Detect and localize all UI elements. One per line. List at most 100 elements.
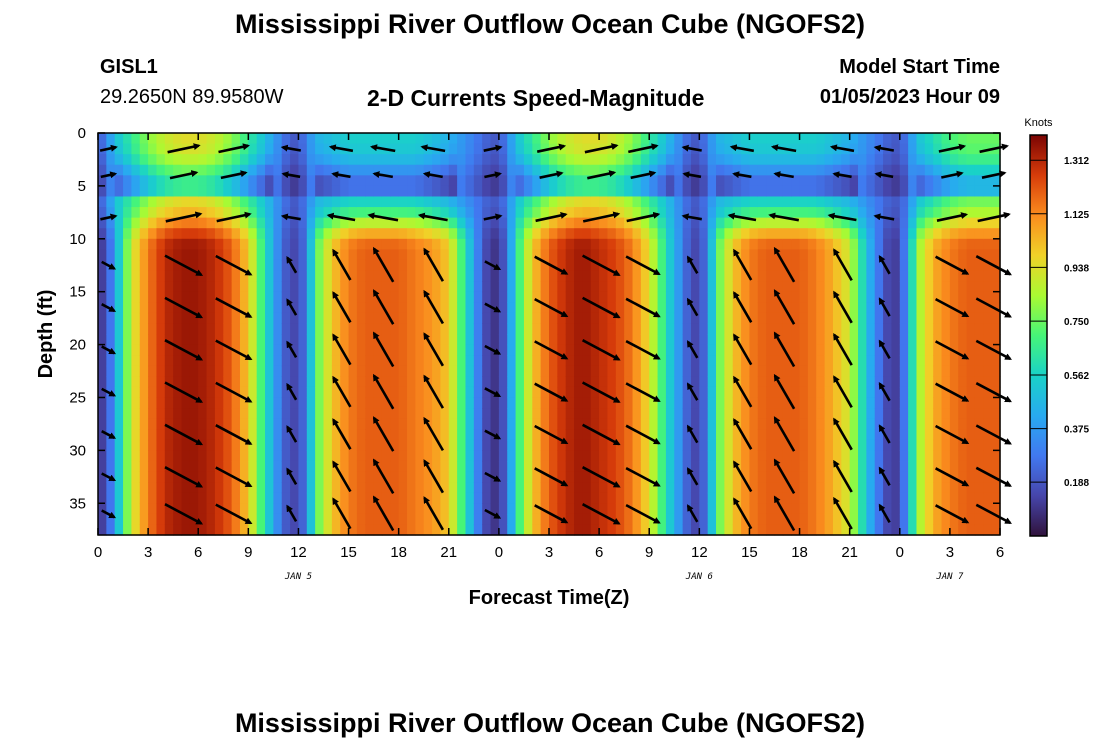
- heatmap-cell: [490, 460, 500, 473]
- heatmap-cell: [941, 164, 951, 176]
- heatmap-cell: [799, 312, 809, 325]
- heatmap-cell: [941, 323, 951, 335]
- heatmap-cell: [549, 228, 558, 240]
- heatmap-cell: [356, 482, 366, 494]
- heatmap-cell: [482, 408, 492, 420]
- heatmap-cell: [782, 291, 792, 303]
- heatmap-cell: [440, 312, 450, 325]
- heatmap-cell: [590, 259, 600, 272]
- heatmap-cell: [716, 334, 725, 346]
- heatmap-cell: [265, 196, 274, 208]
- heatmap-cell: [381, 270, 391, 282]
- heatmap-cell: [532, 281, 542, 293]
- heatmap-cell: [123, 249, 133, 261]
- heatmap-cell: [874, 207, 884, 219]
- heatmap-cell: [148, 503, 158, 515]
- heatmap-cell: [131, 259, 141, 272]
- heatmap-cell: [757, 376, 767, 388]
- heatmap-cell: [799, 397, 809, 409]
- heatmap-cells: [98, 133, 1001, 536]
- heatmap-cell: [707, 196, 717, 208]
- heatmap-cell: [699, 217, 709, 229]
- heatmap-cell: [816, 259, 826, 272]
- heatmap-cell: [465, 259, 475, 272]
- heatmap-cell: [189, 228, 199, 240]
- heatmap-cell: [707, 281, 717, 293]
- heatmap-cell: [156, 164, 166, 176]
- current-vector: [874, 171, 894, 179]
- heatmap-cell: [498, 323, 508, 335]
- heatmap-cell: [933, 334, 943, 346]
- heatmap-cell: [315, 460, 325, 473]
- heatmap-cell: [381, 365, 391, 377]
- heatmap-cell: [615, 482, 625, 494]
- heatmap-cell: [741, 429, 751, 441]
- heatmap-cell: [532, 207, 542, 219]
- heatmap-cell: [523, 196, 533, 208]
- current-vector: [328, 144, 354, 153]
- heatmap-cell: [682, 471, 692, 483]
- heatmap-cell: [741, 439, 751, 451]
- heatmap-cell: [139, 196, 149, 208]
- heatmap-cell: [423, 386, 433, 399]
- heatmap-cell: [724, 492, 734, 504]
- heatmap-cell: [707, 185, 717, 198]
- heatmap-cell: [298, 408, 308, 420]
- heatmap-cell: [966, 471, 976, 483]
- heatmap-cell: [298, 386, 308, 399]
- heatmap-cell: [799, 175, 809, 187]
- heatmap-cell: [615, 450, 625, 462]
- heatmap-cell: [916, 312, 926, 325]
- heatmap-cell: [732, 344, 742, 356]
- heatmap-cell: [841, 397, 851, 409]
- heatmap-cell: [858, 386, 867, 399]
- heatmap-cell: [340, 228, 350, 240]
- heatmap-cell: [732, 217, 742, 229]
- heatmap-cell: [632, 207, 642, 219]
- heatmap-cell: [331, 429, 341, 441]
- heatmap-cell: [716, 460, 725, 473]
- heatmap-cell: [674, 312, 684, 325]
- heatmap-cell: [582, 143, 592, 155]
- heatmap-cell: [607, 217, 617, 229]
- heatmap-cell: [707, 270, 717, 282]
- heatmap-cell: [841, 408, 851, 420]
- heatmap-cell: [432, 397, 442, 409]
- heatmap-cell: [582, 408, 592, 420]
- heatmap-cell: [223, 259, 233, 272]
- heatmap-cell: [716, 175, 725, 187]
- heatmap-cell: [933, 365, 943, 377]
- heatmap-cell: [974, 344, 984, 356]
- heatmap-cell: [415, 365, 425, 377]
- heatmap-cell: [858, 207, 867, 219]
- heatmap-cell: [298, 238, 308, 250]
- heatmap-cell: [891, 513, 901, 526]
- heatmap-cell: [373, 482, 383, 494]
- heatmap-cell: [966, 334, 976, 346]
- heatmap-cell: [398, 217, 408, 229]
- heatmap-cell: [874, 344, 884, 356]
- heatmap-cell: [114, 408, 124, 420]
- heatmap-cell: [924, 429, 934, 441]
- x-tick-label: 15: [741, 544, 758, 561]
- current-vector: [164, 466, 204, 488]
- heatmap-cell: [549, 460, 558, 473]
- heatmap-cell: [832, 344, 842, 356]
- heatmap-cell: [465, 524, 475, 536]
- heatmap-cell: [173, 133, 183, 145]
- heatmap-cell: [407, 386, 416, 399]
- heatmap-cell: [724, 238, 734, 250]
- heatmap-cell: [699, 344, 709, 356]
- heatmap-cell: [632, 355, 642, 367]
- heatmap-cell: [799, 334, 809, 346]
- heatmap-cell: [348, 133, 358, 145]
- heatmap-cell: [256, 365, 266, 377]
- heatmap-cell: [390, 376, 400, 388]
- heatmap-cell: [214, 185, 224, 198]
- heatmap-cell: [974, 365, 984, 377]
- heatmap-cell: [858, 249, 867, 261]
- heatmap-cell: [239, 334, 249, 346]
- heatmap-cell: [323, 143, 333, 155]
- heatmap-cell: [290, 503, 300, 515]
- heatmap-cell: [682, 302, 692, 314]
